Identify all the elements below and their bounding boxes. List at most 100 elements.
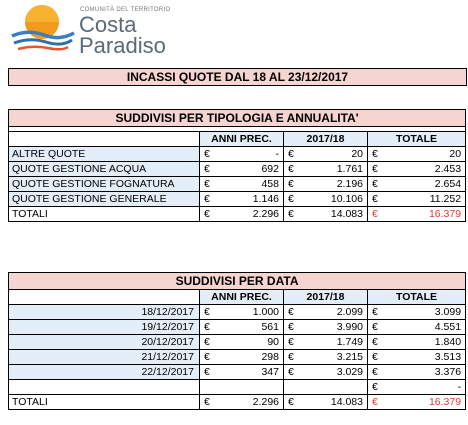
header-current-year: 2017/18: [283, 289, 368, 305]
euro-sign: €: [283, 394, 298, 410]
value-prev: 1.000: [213, 304, 284, 320]
value-prev: 1.146: [213, 191, 284, 207]
table-row: 18/12/2017 € 1.000 € 2.099 € 3.099: [8, 304, 467, 320]
grand-total: 16.379: [381, 394, 467, 410]
euro-sign: €: [367, 349, 382, 365]
value-prev: 692: [213, 161, 284, 177]
header-current-year: 2017/18: [283, 131, 368, 147]
section-title-date: SUDDIVISI PER DATA: [7, 272, 467, 290]
sun-sea-logo-icon: [11, 5, 75, 51]
euro-sign: €: [367, 304, 382, 320]
row-date: 19/12/2017: [8, 319, 200, 335]
table-by-type: SUDDIVISI PER TIPOLOGIA E ANNUALITA' ANN…: [7, 109, 467, 222]
value-total: 3.513: [381, 349, 467, 365]
row-date: 21/12/2017: [8, 349, 200, 365]
totals-row: TOTALI € 2.296 € 14.083 € 16.379: [8, 394, 467, 410]
euro-sign: €: [367, 146, 382, 162]
table-row: QUOTE GESTIONE ACQUA € 692 € 1.761 € 2.4…: [8, 161, 467, 177]
row-date: 18/12/2017: [8, 304, 200, 320]
value-total: 20: [381, 146, 467, 162]
euro-sign: €: [199, 191, 214, 207]
value-prev: -: [213, 146, 284, 162]
euro-sign: €: [283, 146, 298, 162]
euro-sign: €: [283, 319, 298, 335]
value-current: 3.215: [297, 349, 368, 365]
value-total: 4.551: [381, 319, 467, 335]
table-row: 22/12/2017 € 347 € 3.029 € 3.376: [8, 364, 467, 380]
row-date: 20/12/2017: [8, 334, 200, 350]
row-label: QUOTE GESTIONE GENERALE: [8, 191, 200, 207]
section-title-type: SUDDIVISI PER TIPOLOGIA E ANNUALITA': [7, 109, 467, 127]
report-title: INCASSI QUOTE DAL 18 AL 23/12/2017: [8, 68, 467, 86]
value-total: 2.654: [381, 176, 467, 192]
value-total: -: [381, 379, 467, 395]
value-current: 10.106: [297, 191, 368, 207]
euro-sign: €: [367, 176, 382, 192]
euro-sign: €: [199, 146, 214, 162]
euro-sign: €: [283, 334, 298, 350]
euro-sign: €: [367, 394, 382, 410]
header-total: TOTALE: [366, 289, 467, 305]
euro-sign: €: [199, 349, 214, 365]
value-current: 20: [297, 146, 368, 162]
euro-sign: €: [367, 161, 382, 177]
value-total: 11.252: [381, 191, 467, 207]
value-prev: 458: [213, 176, 284, 192]
logo-name-line1: Costa: [79, 12, 137, 37]
value-total: 3.376: [381, 364, 467, 380]
value-current: 2.099: [297, 304, 368, 320]
euro-sign: €: [283, 191, 298, 207]
total-current: 14.083: [297, 394, 368, 410]
euro-sign: €: [283, 304, 298, 320]
value-total: 1.840: [381, 334, 467, 350]
value-prev: 298: [213, 349, 284, 365]
euro-sign: €: [199, 334, 214, 350]
value-current: 1.761: [297, 161, 368, 177]
euro-sign: €: [199, 176, 214, 192]
euro-sign: €: [199, 161, 214, 177]
totals-label: TOTALI: [8, 206, 200, 222]
euro-sign: €: [283, 349, 298, 365]
row-date: 22/12/2017: [8, 364, 200, 380]
table-row: 21/12/2017 € 298 € 3.215 € 3.513: [8, 349, 467, 365]
value-current: 3.029: [297, 364, 368, 380]
value-current: 3.990: [297, 319, 368, 335]
euro-sign: €: [199, 206, 214, 222]
euro-sign: €: [199, 364, 214, 380]
value-prev: 561: [213, 319, 284, 335]
table-row: ALTRE QUOTE € - € 20 € 20: [8, 146, 467, 162]
table-row-blank: € -: [8, 379, 467, 395]
totals-label: TOTALI: [8, 394, 200, 410]
euro-sign: €: [199, 304, 214, 320]
table-row: 19/12/2017 € 561 € 3.990 € 4.551: [8, 319, 467, 335]
euro-sign: €: [367, 191, 382, 207]
euro-sign: €: [367, 334, 382, 350]
value-total: 3.099: [381, 304, 467, 320]
table-by-date: SUDDIVISI PER DATA ANNI PREC. 2017/18 TO…: [7, 272, 467, 410]
table-row: QUOTE GESTIONE FOGNATURA € 458 € 2.196 €…: [8, 176, 467, 192]
total-prev: 2.296: [213, 394, 284, 410]
euro-sign: €: [367, 364, 382, 380]
totals-row: TOTALI € 2.296 € 14.083 € 16.379: [8, 206, 467, 222]
euro-sign: €: [283, 206, 298, 222]
logo-name-line2: Paradiso: [79, 33, 166, 58]
table-row: 20/12/2017 € 90 € 1.749 € 1.840: [8, 334, 467, 350]
grand-total: 16.379: [381, 206, 467, 222]
value-prev: 347: [213, 364, 284, 380]
euro-sign: €: [367, 206, 382, 222]
row-label: ALTRE QUOTE: [8, 146, 200, 162]
value-current: 2.196: [297, 176, 368, 192]
euro-sign: €: [199, 394, 214, 410]
euro-sign: €: [199, 319, 214, 335]
total-prev: 2.296: [213, 206, 284, 222]
euro-sign: €: [283, 176, 298, 192]
row-label: QUOTE GESTIONE FOGNATURA: [8, 176, 200, 192]
header-total: TOTALE: [366, 131, 467, 147]
euro-sign: €: [367, 319, 382, 335]
euro-sign: €: [367, 379, 382, 395]
value-total: 2.453: [381, 161, 467, 177]
logo-subtitle: COMUNITÀ DEL TERRITORIO: [80, 7, 171, 13]
header-prev-years: ANNI PREC.: [199, 131, 284, 147]
value-current: 1.749: [297, 334, 368, 350]
row-label: QUOTE GESTIONE ACQUA: [8, 161, 200, 177]
